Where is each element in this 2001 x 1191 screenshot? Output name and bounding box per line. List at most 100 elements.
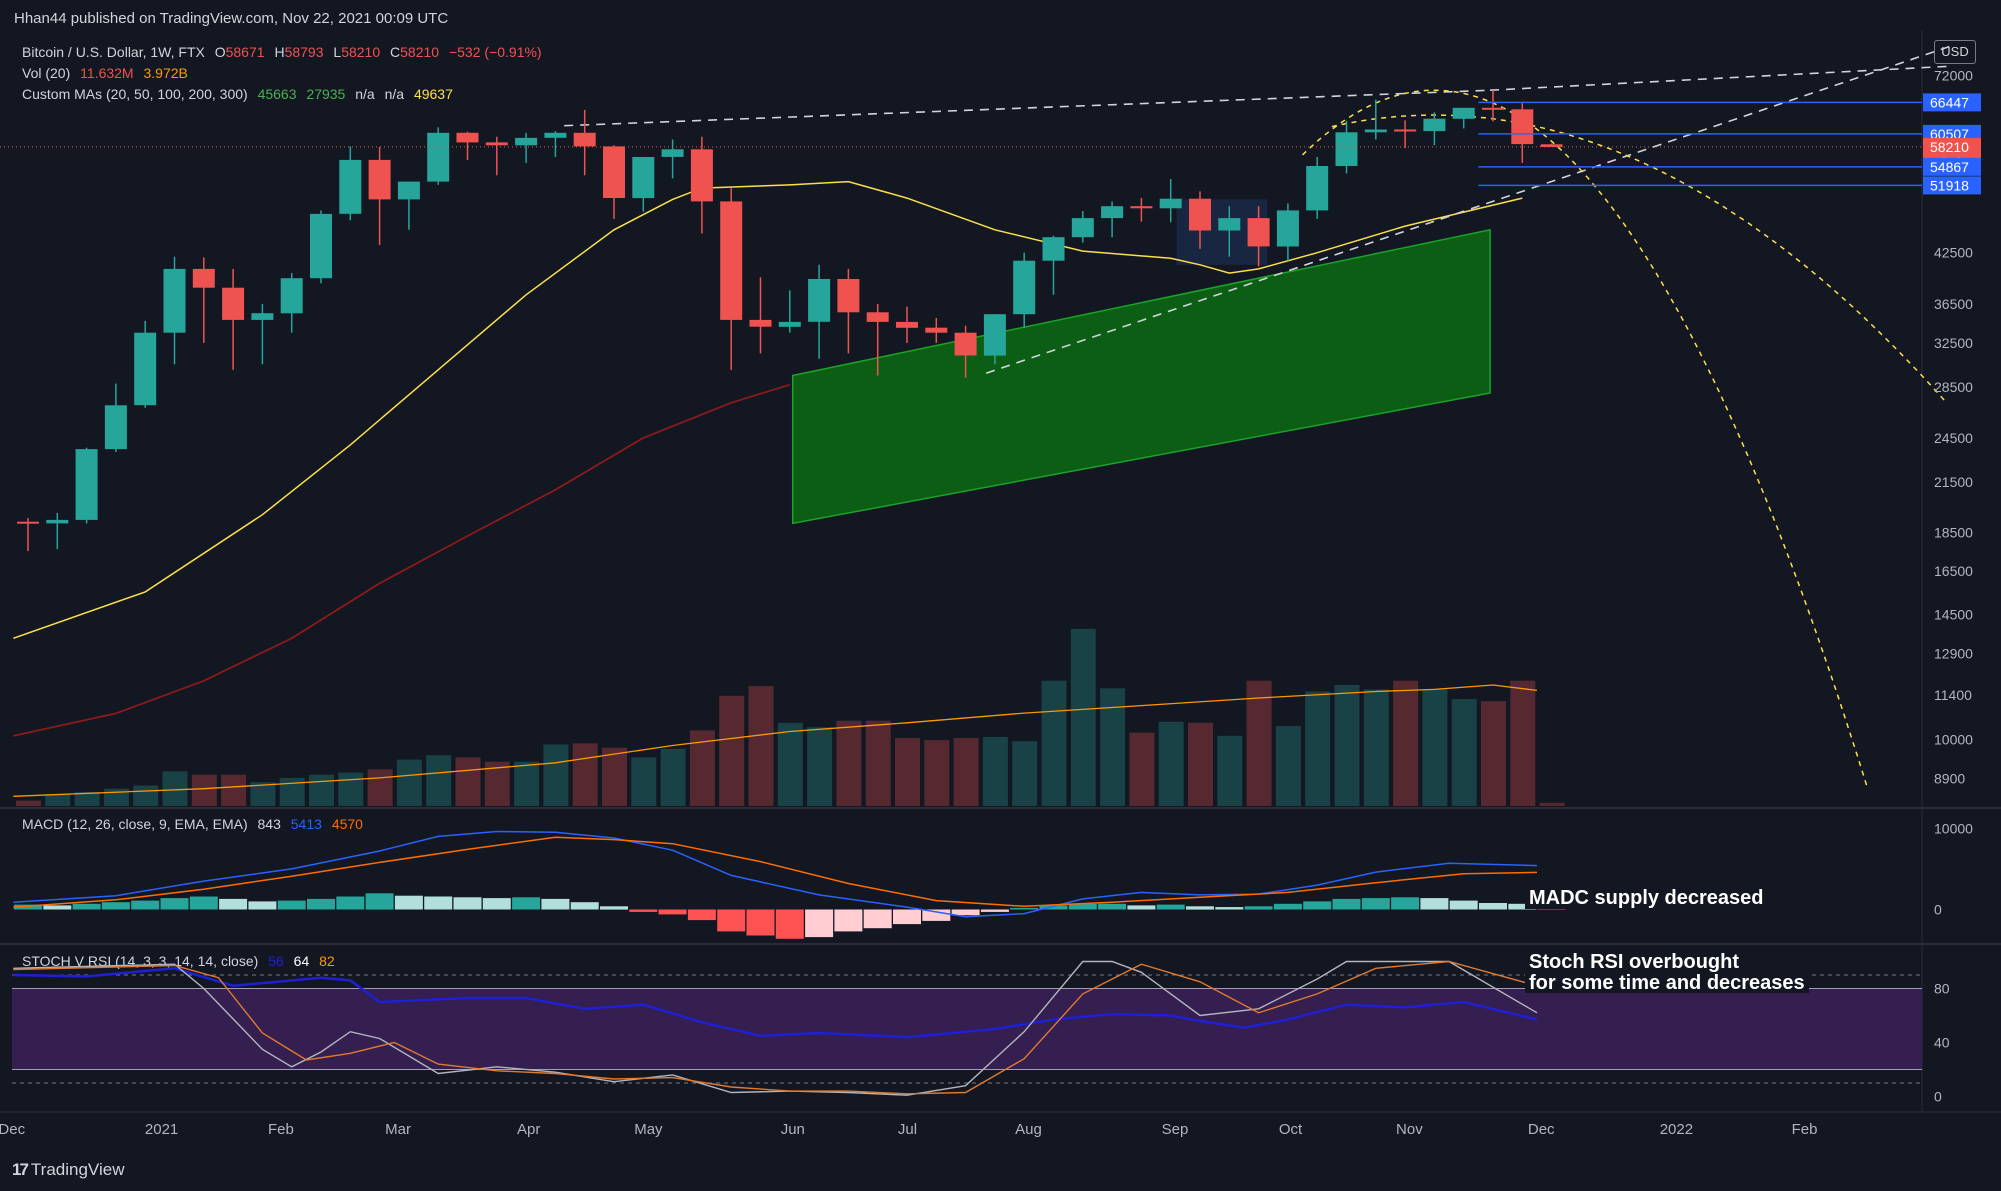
volume-bar — [514, 761, 540, 806]
macd-histogram-bar — [687, 909, 716, 921]
volume-bar — [1070, 628, 1096, 806]
mas-legend[interactable]: Custom MAs (20, 50, 100, 200, 300) 45663… — [22, 86, 459, 102]
macd-histogram-bar — [1244, 906, 1273, 910]
candle-body — [808, 279, 831, 322]
volume-bar — [1510, 680, 1536, 806]
macd-pane — [13, 830, 1566, 939]
volume-bar — [631, 757, 657, 806]
macd-histogram-bar — [1273, 903, 1302, 910]
macd-histogram-bar — [863, 909, 892, 929]
volume-bar — [865, 720, 891, 806]
candle-body — [661, 149, 684, 157]
ohlc-close: 58210 — [400, 44, 440, 60]
stoch-legend[interactable]: STOCH V RSI (14, 3, 3, 14, 14, close) 56… — [22, 953, 341, 969]
stoch-pct-d-line — [13, 960, 1538, 1095]
candle-body — [1042, 237, 1065, 261]
level-label: 51918 — [1930, 177, 1969, 193]
tradingview-logo-icon: 17 — [12, 1160, 29, 1179]
candle-body — [866, 312, 889, 322]
candle-body — [1159, 198, 1182, 209]
candle-body — [749, 319, 772, 327]
volume-bar — [162, 771, 188, 806]
volume-bar — [1451, 699, 1477, 806]
macd-signal-line — [13, 836, 1538, 908]
level-label-bg — [1923, 157, 1981, 176]
volume-bar — [1158, 721, 1184, 806]
macd-hist-value: 843 — [257, 816, 281, 832]
candle-body — [456, 132, 479, 143]
ohlc-open-label: O — [214, 44, 226, 60]
candle-body — [1482, 107, 1504, 110]
macd-histogram-bar — [219, 898, 248, 910]
macd-histogram-bar — [1039, 905, 1068, 910]
candle-body — [163, 268, 186, 333]
level-label-bg — [1923, 176, 1981, 195]
volume-bar — [836, 720, 862, 806]
ma200-value: n/a — [384, 86, 405, 102]
price-tick-label: 42500 — [1934, 245, 1973, 261]
volume-bar — [777, 722, 803, 806]
candle-body — [515, 137, 538, 146]
volume-bar — [455, 757, 481, 806]
stoch-tick-label: 0 — [1934, 1089, 1942, 1105]
macd-histogram-bar — [834, 909, 863, 932]
candle-body — [1218, 218, 1241, 231]
candle-body — [46, 519, 69, 524]
tradingview-footer[interactable]: 17 TradingView — [12, 1160, 124, 1180]
time-tick-label: Nov — [1396, 1121, 1423, 1138]
volume-bar — [426, 755, 452, 806]
candle-body — [632, 157, 655, 199]
macd-legend[interactable]: MACD (12, 26, close, 9, EMA, EMA) 843 54… — [22, 816, 369, 832]
volume-bar — [924, 740, 950, 806]
ohlc-low-label: L — [333, 44, 342, 60]
volume-value-1: 11.632M — [80, 65, 134, 81]
candle-body — [690, 149, 713, 202]
price-tick-label: 16500 — [1934, 563, 1973, 579]
macd-histogram-bar — [717, 909, 746, 932]
macd-histogram-bar — [365, 893, 394, 910]
volume-bar — [367, 769, 393, 806]
macd-histogram-bar — [1391, 897, 1420, 910]
candle-body — [778, 321, 801, 327]
ma300-value: 49637 — [413, 86, 453, 102]
volume-bar — [807, 727, 833, 806]
ma100-value: n/a — [355, 86, 375, 102]
macd-histogram-bar — [746, 909, 775, 936]
support-channel — [791, 228, 1491, 525]
symbol-legend[interactable]: Bitcoin / U.S. Dollar, 1W, FTX O58671 H5… — [22, 44, 548, 60]
macd-histogram-bar — [1303, 901, 1332, 910]
candle-body — [17, 521, 39, 524]
price-tick-label: 18500 — [1934, 524, 1973, 540]
macd-line-value: 5413 — [290, 816, 322, 832]
volume-bar — [660, 748, 686, 806]
candle-body — [1394, 129, 1417, 132]
stoch-tick-label: 40 — [1934, 1035, 1950, 1051]
price-tick-label: 14500 — [1934, 606, 1973, 622]
candle-body — [134, 332, 157, 406]
macd-histogram-bar — [307, 898, 335, 910]
macd-histogram-bar — [922, 909, 951, 921]
candle-body — [192, 268, 215, 288]
macd-histogram-bar — [805, 909, 834, 938]
volume-bar — [895, 738, 920, 806]
candle-body — [75, 449, 98, 520]
macd-histogram-bar — [336, 896, 365, 910]
macd-histogram-bar — [1156, 904, 1185, 910]
candle-body — [1335, 132, 1358, 166]
time-tick-label: Oct — [1279, 1121, 1303, 1138]
level-label: 54867 — [1930, 159, 1969, 175]
time-tick-label: Aug — [1015, 1121, 1042, 1138]
tradingview-brand: TradingView — [30, 1160, 125, 1179]
macd-histogram-bar — [893, 909, 921, 925]
volume-bar — [133, 785, 159, 806]
macd-histogram-bar — [1479, 903, 1507, 910]
macd-histogram-bar — [1215, 907, 1244, 910]
macd-histogram-bar — [1186, 906, 1214, 910]
time-tick-label: Sep — [1162, 1121, 1189, 1138]
volume-ma-line — [13, 684, 1538, 797]
volume-legend[interactable]: Vol (20) 11.632M 3.972B — [22, 65, 194, 81]
publisher-line: Hhan44 published on TradingView.com, Nov… — [14, 10, 449, 27]
macd-signal-value: 4570 — [331, 816, 363, 832]
candle-body — [1540, 144, 1563, 147]
